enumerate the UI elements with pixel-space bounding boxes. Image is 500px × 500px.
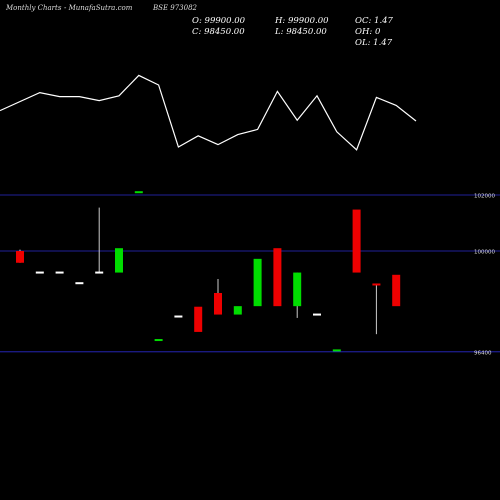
candle	[35, 271, 44, 274]
candle-body	[16, 251, 24, 263]
candle	[253, 258, 262, 307]
candle	[134, 191, 143, 194]
candle	[95, 207, 104, 274]
candle-body	[293, 272, 302, 307]
ol-value: OL: 1.47	[355, 38, 393, 48]
candle-body	[273, 248, 282, 307]
candle	[174, 315, 183, 318]
candle	[16, 249, 24, 263]
candle	[293, 272, 302, 318]
candle	[154, 339, 163, 342]
candle-body	[332, 349, 341, 352]
candle-body	[214, 293, 222, 315]
candle	[75, 282, 84, 285]
close-value: C: 98450.00	[192, 27, 245, 37]
brand-label: Monthly Charts	[6, 4, 62, 12]
candle-body	[75, 282, 84, 285]
candle-body	[115, 248, 123, 273]
low-value: L: 98450.00	[275, 27, 327, 37]
symbol-label: BSE 973082	[153, 4, 197, 12]
candle-body	[313, 313, 321, 316]
candle	[392, 274, 401, 307]
candle-body	[95, 271, 104, 274]
candle-body	[174, 315, 183, 318]
oc-value: OC: 1.47	[355, 16, 393, 26]
candle-body	[55, 271, 64, 274]
candle-body	[233, 306, 242, 315]
candlesticks	[16, 191, 401, 352]
candle	[194, 306, 203, 332]
open-value: O: 99900.00	[192, 16, 246, 26]
high-value: H: 99900.00	[275, 16, 329, 26]
candle	[313, 313, 321, 316]
oscillator-line	[0, 74, 417, 151]
candle	[214, 279, 222, 315]
candle-body	[134, 191, 143, 194]
candle	[115, 248, 123, 273]
candle-body	[194, 306, 203, 332]
candle	[372, 283, 381, 335]
candle	[233, 306, 242, 315]
candle-body	[35, 271, 44, 274]
price-tick-label: 96400	[474, 350, 492, 356]
candle-body	[392, 274, 401, 307]
candle-body	[352, 209, 361, 273]
candle	[273, 248, 282, 307]
site-label: - MunafaSutra.com	[64, 4, 133, 12]
price-tick-label: 102000	[474, 194, 495, 200]
candle-body	[253, 258, 262, 307]
price-gridlines: 102000 100000 96400	[0, 194, 500, 356]
candle-body	[372, 283, 381, 286]
candle-body	[154, 339, 163, 342]
candle	[332, 349, 341, 352]
candle	[352, 209, 361, 273]
oscillator-series	[0, 74, 417, 151]
candle	[55, 271, 64, 274]
oh-value: OH: 0	[355, 27, 381, 37]
price-tick-label: 100000	[474, 250, 495, 256]
